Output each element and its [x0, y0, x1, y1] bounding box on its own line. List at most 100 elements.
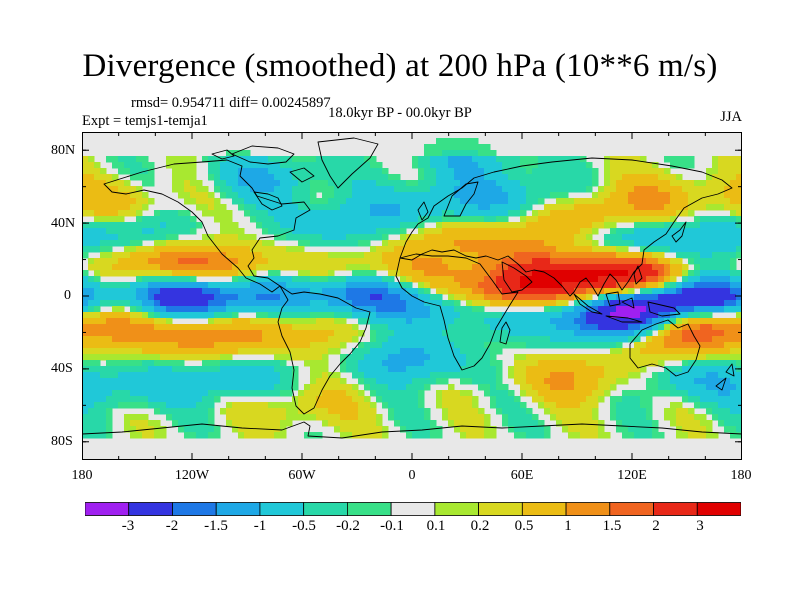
field-cell [154, 312, 161, 319]
field-cell [298, 390, 305, 397]
field-cell [358, 216, 365, 223]
field-cell [556, 276, 563, 283]
field-cell [124, 228, 131, 235]
field-cell [154, 330, 161, 337]
field-cell [124, 354, 131, 361]
field-cell [730, 162, 737, 169]
field-cell [556, 360, 563, 367]
field-cell [682, 180, 689, 187]
field-cell [106, 408, 113, 415]
field-cell [220, 168, 227, 175]
field-cell [616, 414, 623, 421]
field-cell [274, 228, 281, 235]
coast-hudson-bay [253, 191, 283, 211]
field-cell [238, 270, 245, 277]
field-cell [466, 210, 473, 217]
field-cell [262, 210, 269, 217]
field-cell [694, 372, 701, 379]
field-cell [424, 156, 431, 163]
field-cell [346, 162, 353, 169]
field-cell [328, 384, 335, 391]
field-cell [568, 246, 575, 253]
field-cell [592, 342, 599, 349]
field-cell [148, 432, 155, 439]
field-cell [154, 390, 161, 397]
field-cell [586, 432, 593, 439]
field-cell [412, 264, 419, 271]
field-cell [310, 228, 317, 235]
field-cell [388, 414, 395, 421]
field-cell [202, 198, 209, 205]
field-cell [88, 348, 95, 355]
field-cell [730, 228, 737, 235]
field-cell [142, 390, 149, 397]
field-cell [334, 198, 341, 205]
field-cell [322, 264, 329, 271]
field-cell [646, 234, 653, 241]
field-cell [208, 372, 215, 379]
field-cell [352, 312, 359, 319]
field-cell [238, 288, 245, 295]
field-cell [724, 186, 731, 193]
field-cell [154, 222, 161, 229]
field-cell [454, 306, 461, 313]
field-cell [262, 300, 269, 307]
field-cell [172, 300, 179, 307]
field-cell [340, 378, 347, 385]
field-cell [160, 228, 167, 235]
field-cell [586, 288, 593, 295]
field-cell [466, 360, 473, 367]
field-cell [730, 282, 737, 289]
field-cell [538, 360, 545, 367]
field-cell [634, 300, 641, 307]
field-cell [322, 342, 329, 349]
field-cell [700, 300, 707, 307]
field-cell [676, 228, 683, 235]
field-cell [622, 396, 629, 403]
field-cell [556, 324, 563, 331]
field-cell [508, 390, 515, 397]
field-cell [556, 396, 563, 403]
field-cell [598, 198, 605, 205]
field-cell [238, 402, 245, 409]
field-cell [274, 162, 281, 169]
field-cell [598, 246, 605, 253]
field-cell [502, 300, 509, 307]
field-cell [694, 246, 701, 253]
field-cell [292, 342, 299, 349]
field-cell [202, 210, 209, 217]
field-cell [616, 216, 623, 223]
field-cell [148, 168, 155, 175]
colorbar-label: 1 [564, 518, 572, 534]
field-cell [232, 168, 239, 175]
field-cell [736, 192, 742, 199]
field-cell [520, 384, 527, 391]
field-cell [196, 432, 203, 439]
field-cell [226, 384, 233, 391]
field-cell [556, 156, 563, 163]
field-cell [394, 336, 401, 343]
field-cell [616, 252, 623, 259]
field-cell [568, 390, 575, 397]
field-cell [364, 384, 371, 391]
field-cell [322, 312, 329, 319]
field-cell [250, 294, 257, 301]
field-cell [676, 222, 683, 229]
field-cell [556, 168, 563, 175]
field-cell [172, 258, 179, 265]
field-cell [184, 306, 191, 313]
field-cell [622, 234, 629, 241]
field-cell [526, 246, 533, 253]
field-cell [262, 168, 269, 175]
field-cell [478, 234, 485, 241]
field-cell [400, 258, 407, 265]
field-cell [412, 384, 419, 391]
field-cell [310, 252, 317, 259]
field-cell [244, 282, 251, 289]
field-cell [124, 186, 131, 193]
field-cell [400, 204, 407, 211]
field-cell [550, 228, 557, 235]
field-cell [724, 366, 731, 373]
field-cell [706, 276, 713, 283]
field-cell [538, 174, 545, 181]
